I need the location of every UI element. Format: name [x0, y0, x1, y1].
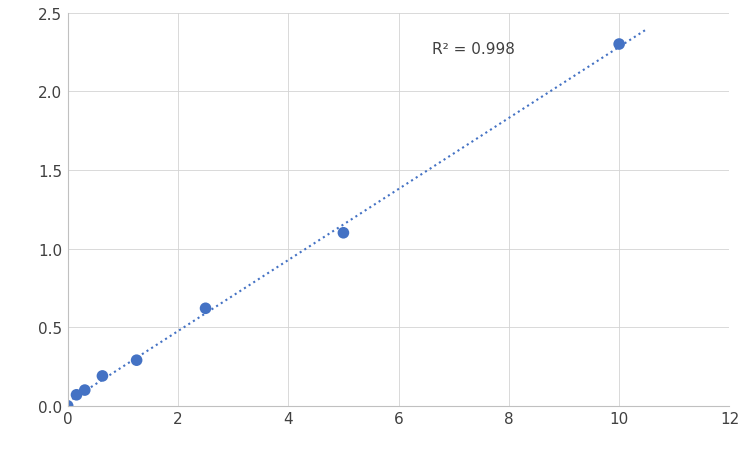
Point: [338, 230, 350, 237]
Point: [199, 305, 211, 312]
Point: [96, 373, 108, 380]
Point: [613, 41, 625, 49]
Text: R² = 0.998: R² = 0.998: [432, 42, 514, 57]
Point: [71, 391, 83, 399]
Point: [62, 402, 74, 410]
Point: [79, 387, 91, 394]
Point: [131, 357, 143, 364]
